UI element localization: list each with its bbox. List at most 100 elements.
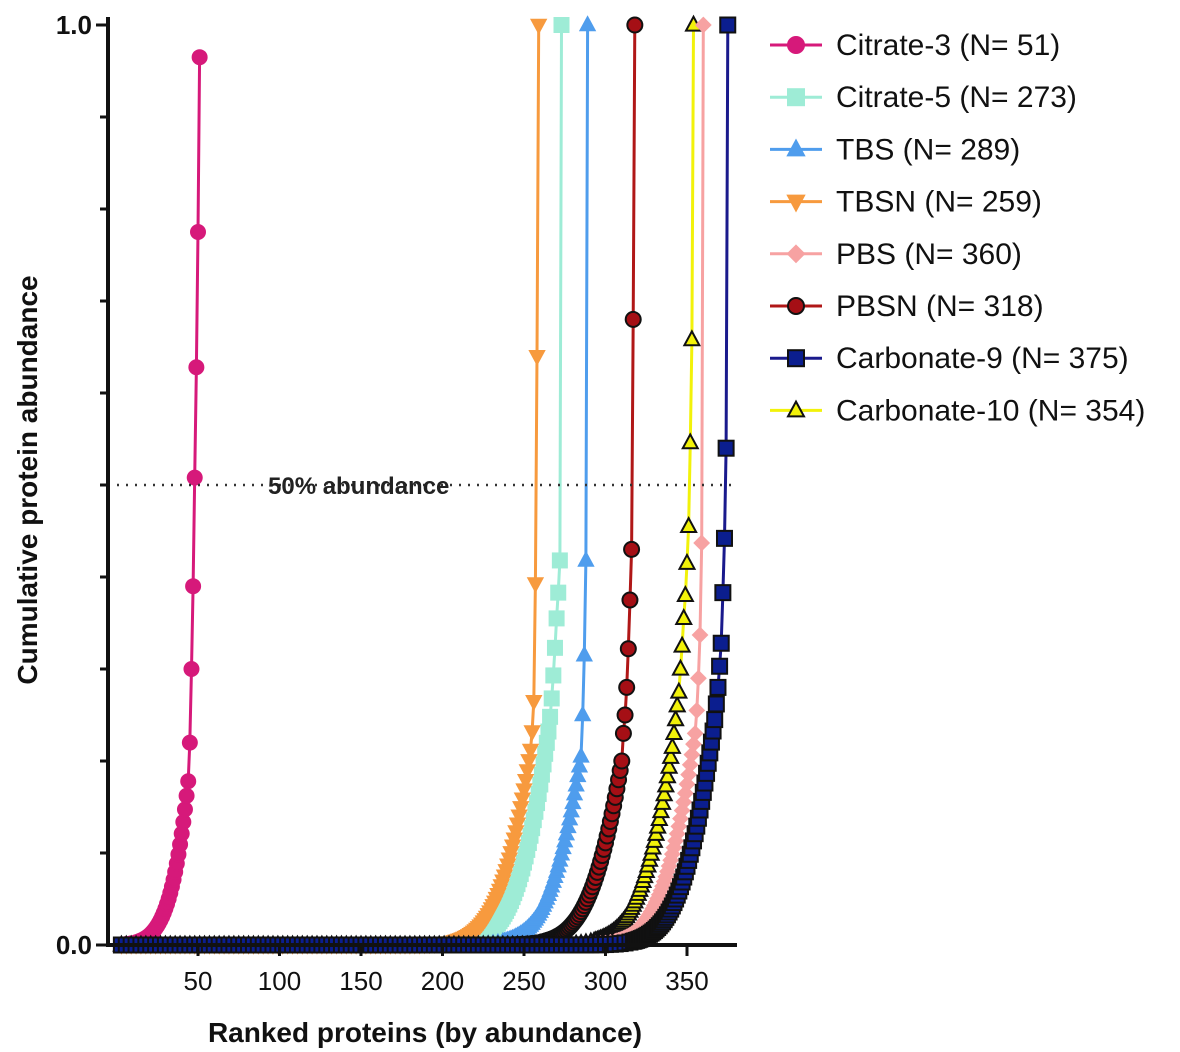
data-point — [575, 645, 593, 662]
data-point — [528, 349, 546, 367]
legend-label: Citrate-3 (N= 51) — [836, 29, 1060, 62]
data-point — [572, 746, 590, 763]
series-1 — [113, 49, 208, 953]
data-point — [540, 723, 557, 740]
legend-label: Citrate-5 (N= 273) — [836, 81, 1077, 114]
data-point — [186, 469, 203, 486]
legend-item: Citrate-5 (N= 273) — [770, 81, 1077, 114]
data-point — [564, 793, 582, 810]
data-point — [624, 310, 642, 328]
data-point — [180, 773, 197, 790]
data-point — [682, 329, 702, 347]
data-point — [188, 359, 205, 376]
data-point — [656, 775, 675, 793]
data-point — [672, 635, 692, 653]
data-point — [525, 694, 543, 712]
data-point — [191, 49, 208, 66]
legend-item: Citrate-3 (N= 51) — [770, 29, 1060, 62]
data-point — [669, 681, 689, 699]
legend-item: PBSN (N= 318) — [770, 290, 1044, 323]
data-point — [694, 16, 712, 34]
data-point — [681, 432, 700, 450]
data-point — [543, 690, 560, 707]
data-point — [651, 801, 671, 819]
legend-item: Carbonate-10 (N= 354) — [770, 394, 1145, 427]
data-point — [521, 743, 540, 760]
data-point — [570, 756, 589, 773]
fifty-percent-abundance-label: 50% abundance — [268, 473, 449, 500]
data-point — [551, 552, 568, 569]
data-point — [681, 756, 699, 774]
data-point — [183, 661, 200, 677]
data-point — [623, 540, 641, 558]
legend-label: Carbonate-9 (N= 375) — [836, 342, 1129, 375]
data-point — [707, 695, 725, 713]
data-point — [618, 678, 636, 696]
x-tick-label: 350 — [665, 966, 708, 996]
data-point — [190, 224, 206, 240]
data-point — [706, 711, 724, 729]
data-point — [711, 657, 729, 675]
data-point — [714, 584, 732, 602]
data-point — [685, 735, 702, 753]
legend-item: Carbonate-9 (N= 375) — [770, 342, 1129, 375]
legend: Citrate-3 (N= 51) Citrate-5 (N= 273) TBS (… — [770, 29, 1145, 427]
x-axis-title: Ranked proteins (by abundance) — [208, 1017, 642, 1048]
data-point — [614, 724, 632, 742]
data-point — [560, 809, 579, 826]
data-point — [666, 709, 685, 727]
data-point — [526, 577, 545, 594]
data-point — [181, 734, 198, 751]
data-point — [719, 16, 737, 34]
data-point — [578, 15, 597, 32]
legend-item: PBS (N= 360) — [770, 238, 1022, 271]
data-point — [677, 552, 697, 570]
data-point — [691, 626, 709, 644]
data-point — [545, 667, 562, 684]
data-point — [567, 775, 585, 792]
data-point — [616, 706, 634, 724]
y-tick-label: 1.0 — [56, 10, 92, 40]
legend-item: TBS (N= 289) — [770, 133, 1020, 166]
x-tick-label: 150 — [339, 966, 382, 996]
data-point — [565, 784, 584, 801]
data-point — [185, 578, 202, 595]
data-point — [619, 640, 637, 658]
data-point — [655, 784, 674, 802]
ticks-layer: 0.0 1.0 50 100 150 200 250 300 350 — [56, 10, 709, 996]
data-point — [663, 736, 682, 754]
legend-label: TBS (N= 289) — [836, 133, 1020, 166]
legend-marker — [786, 244, 806, 264]
data-point — [529, 18, 548, 35]
legend-marker — [787, 297, 805, 315]
data-point — [562, 801, 580, 818]
data-point — [548, 610, 565, 627]
data-point — [717, 439, 735, 457]
legend-label: TBSN (N= 259) — [836, 186, 1042, 219]
data-point — [683, 746, 701, 764]
data-point — [674, 608, 693, 626]
data-point — [661, 746, 680, 764]
legend-marker — [787, 349, 805, 368]
legend-item: TBSN (N= 259) — [770, 186, 1042, 219]
data-point — [626, 16, 644, 34]
legend-marker — [786, 194, 806, 213]
data-point — [613, 752, 631, 770]
legend-label: PBS (N= 360) — [836, 238, 1022, 271]
y-tick-label: 0.0 — [56, 930, 92, 960]
data-point — [577, 550, 595, 567]
data-point — [574, 705, 592, 722]
data-point — [671, 658, 690, 676]
data-point — [668, 695, 687, 713]
data-point — [664, 723, 684, 741]
data-point — [178, 787, 195, 804]
y-axis-title: Cumulative protein abundance — [12, 275, 43, 684]
legend-marker — [786, 138, 806, 157]
x-tick-label: 50 — [184, 966, 213, 996]
data-point — [553, 17, 570, 33]
legend-label: PBSN (N= 318) — [836, 290, 1044, 323]
data-point — [176, 801, 193, 818]
data-point — [686, 724, 704, 742]
data-point — [546, 639, 563, 656]
data-point — [688, 701, 706, 719]
